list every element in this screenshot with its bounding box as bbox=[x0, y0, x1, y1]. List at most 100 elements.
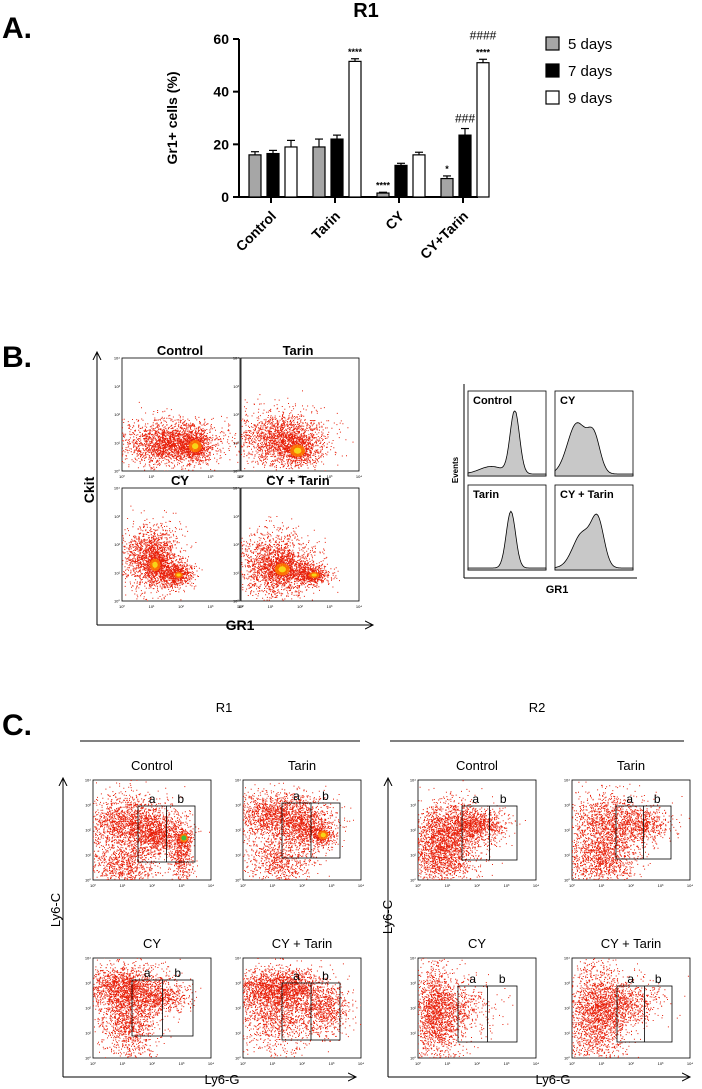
x-tick-label: 10² bbox=[299, 883, 305, 888]
y-tick-label: 10⁰ bbox=[235, 1056, 241, 1061]
event-dots bbox=[572, 958, 689, 1058]
y-tick-label: 10³ bbox=[114, 384, 120, 389]
y-tick-label: 10⁴ bbox=[235, 778, 241, 783]
density-peak bbox=[278, 566, 287, 573]
significance-annotation: **** bbox=[376, 180, 391, 190]
y-tick-label: 10¹ bbox=[410, 1031, 416, 1036]
x-tick-label: 10³ bbox=[504, 1061, 510, 1066]
gate-label-b: b bbox=[500, 792, 507, 806]
dot-plot-cy-tarin bbox=[240, 487, 360, 602]
plot-label: CY bbox=[143, 936, 161, 951]
y-tick-label: 10⁴ bbox=[235, 956, 241, 961]
gate-label-b: b bbox=[654, 792, 661, 806]
y-tick-label: 10¹ bbox=[233, 570, 239, 575]
event-dots bbox=[122, 505, 203, 601]
event-cloud bbox=[122, 401, 240, 471]
y-tick-label: 10⁴ bbox=[564, 956, 570, 961]
plot-frame bbox=[121, 357, 241, 472]
plot-label: Tarin bbox=[617, 758, 645, 773]
y-tick-label: 10¹ bbox=[235, 853, 241, 858]
x-tick-label: Control bbox=[233, 208, 280, 255]
bar-cy-tarin-5-days bbox=[440, 177, 454, 198]
r2-ly6g-label: Ly6-G bbox=[536, 1072, 571, 1087]
x-tick-label: 10¹ bbox=[270, 1061, 276, 1066]
x-tick-label: 10⁰ bbox=[238, 604, 244, 609]
gate-label-a: a bbox=[149, 792, 156, 806]
dot-plot-tarin bbox=[240, 357, 360, 472]
gate-label-a: a bbox=[469, 972, 476, 986]
event-dots bbox=[418, 958, 514, 1058]
y-tick-label: 10³ bbox=[564, 803, 570, 808]
y-tick-label: 0 bbox=[221, 189, 229, 205]
x-tick-label: 10³ bbox=[208, 474, 214, 479]
event-dots bbox=[93, 958, 202, 1058]
y-tick-label: 10³ bbox=[410, 981, 416, 986]
x-tick-label: 10⁰ bbox=[238, 474, 244, 479]
x-tick-label: 10² bbox=[628, 883, 634, 888]
bar-chart: R1 Gr1+ cells (%) 0 20 40 60 Control Tarin CY C… bbox=[164, 0, 612, 262]
y-tick-label: 10¹ bbox=[410, 853, 416, 858]
event-cloud bbox=[93, 958, 202, 1058]
histogram-curve bbox=[554, 513, 634, 571]
y-tick-label: 10¹ bbox=[235, 1031, 241, 1036]
event-cloud bbox=[572, 781, 690, 880]
y-tick-label: 10⁰ bbox=[564, 1056, 570, 1061]
x-tick-label: 10³ bbox=[208, 604, 214, 609]
y-tick-label: 10⁴ bbox=[233, 486, 239, 491]
dot-label-cy: CY bbox=[171, 473, 189, 488]
density-peak bbox=[176, 573, 181, 577]
histogram-curve bbox=[467, 410, 547, 477]
plot-label: CY bbox=[468, 936, 486, 951]
x-tick-label: 10⁴ bbox=[208, 883, 214, 888]
gate-label-b: b bbox=[322, 969, 329, 983]
x-tick-label: 10⁴ bbox=[237, 474, 243, 479]
event-cloud bbox=[241, 516, 340, 601]
bar-tarin-9-days bbox=[348, 60, 362, 198]
group-label-r2: R2 bbox=[529, 700, 546, 715]
x-tick-label: 10¹ bbox=[268, 604, 274, 609]
x-tick-label: 10⁰ bbox=[240, 1061, 246, 1066]
event-cloud bbox=[122, 505, 203, 601]
event-plot bbox=[242, 957, 362, 1059]
events-label: Events bbox=[451, 456, 460, 483]
x-tick-label: 10⁰ bbox=[90, 883, 96, 888]
bar-cy-7-days bbox=[394, 164, 408, 198]
bar-cy-tarin-7-days bbox=[458, 134, 472, 198]
x-tick-label: 10³ bbox=[179, 1061, 185, 1066]
event-plot bbox=[571, 779, 691, 881]
plot-label: Tarin bbox=[288, 758, 316, 773]
y-tick-label: 10³ bbox=[85, 803, 91, 808]
x-tick-label: 10¹ bbox=[599, 1061, 605, 1066]
density-peak bbox=[320, 832, 326, 838]
y-tick-label: 10⁴ bbox=[114, 356, 120, 361]
y-tick-label: 10⁴ bbox=[85, 778, 91, 783]
x-tick-label: 10⁴ bbox=[208, 1061, 214, 1066]
r1-ly6g-label: Ly6-G bbox=[205, 1072, 240, 1087]
gate-label-b: b bbox=[499, 972, 506, 986]
y-tick-label: 10⁰ bbox=[233, 599, 239, 604]
event-dots bbox=[243, 958, 361, 1058]
gate-label-b: b bbox=[655, 972, 662, 986]
x-tick-label: 10⁰ bbox=[569, 883, 575, 888]
x-tick-label: 10¹ bbox=[268, 474, 274, 479]
y-tick-label: 10⁰ bbox=[85, 878, 91, 883]
event-dots bbox=[241, 516, 340, 601]
x-tick-label: 10¹ bbox=[270, 883, 276, 888]
gate-label-a: a bbox=[626, 792, 633, 806]
significance-annotation: **** bbox=[476, 47, 491, 57]
y-tick-label: 10⁰ bbox=[233, 469, 239, 474]
legend-swatch bbox=[545, 63, 560, 78]
r2-ly6c-label: Ly6-C bbox=[380, 900, 395, 934]
x-tick-label: 10⁴ bbox=[237, 604, 243, 609]
x-tick-label: 10³ bbox=[504, 883, 510, 888]
y-tick-label: 10⁴ bbox=[114, 486, 120, 491]
x-tick-label: 10⁴ bbox=[356, 604, 362, 609]
y-tick-label: 40 bbox=[213, 84, 229, 100]
x-tick-label: 10² bbox=[178, 604, 184, 609]
y-tick-label: 10² bbox=[235, 1006, 241, 1011]
x-tick-label: 10⁴ bbox=[533, 1061, 539, 1066]
